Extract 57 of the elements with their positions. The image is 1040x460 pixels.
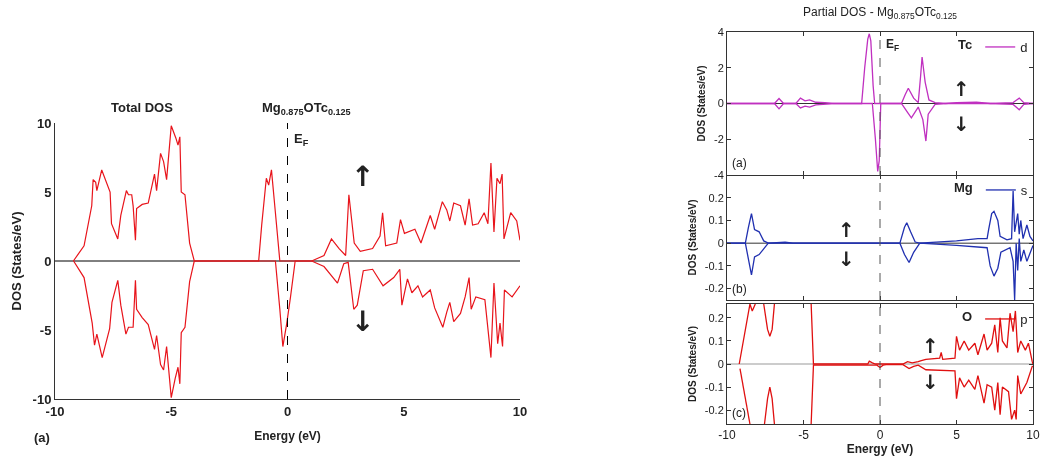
annotation: ↑ (953, 77, 970, 101)
y-tick-label: 0.1 (708, 334, 724, 347)
y-axis-title: DOS (States/eV) (686, 325, 698, 403)
y-tick-label: 0 (44, 253, 52, 269)
annotation: (b) (732, 282, 747, 296)
annotation: ↓ (953, 112, 970, 136)
y-tick-label: 0.2 (708, 191, 724, 204)
legend-title: Tc (958, 36, 973, 52)
annotation: ↑ (351, 160, 375, 193)
y-axis-title: DOS (States/eV) (8, 211, 24, 311)
chart-subtitle: Mg$_{0.875}$OTc$_{0.125}$ (262, 100, 351, 117)
y-tick-label: 0 (717, 97, 724, 110)
x-tick-label: 0 (283, 403, 292, 419)
x-tick-label: -5 (798, 428, 810, 443)
legend-label: d (1020, 40, 1028, 56)
chart-title: Total DOS (110, 100, 174, 116)
y-tick-label: -0.1 (704, 380, 724, 393)
legend-title: O (962, 308, 973, 324)
x-tick-label: 0 (876, 428, 884, 443)
y-tick-label: 0.1 (708, 214, 724, 227)
x-axis-title: Energy (eV) (846, 442, 914, 457)
annotation: ↑ (838, 218, 855, 242)
annotation: (c) (732, 406, 746, 420)
y-tick-label: -10 (32, 391, 52, 407)
y-tick-label: 5 (44, 184, 52, 200)
y-tick-label: -5 (39, 322, 52, 338)
annotation: (a) (732, 156, 747, 170)
text: (a) (34, 430, 50, 445)
y-tick-label: 0 (717, 237, 724, 250)
legend-label: s (1020, 183, 1028, 199)
y-tick-label: -4 (714, 168, 724, 181)
ref-line-label: E$_{F}$ (294, 131, 309, 148)
legend-label: p (1020, 312, 1028, 328)
annotation: ↑ (922, 334, 939, 358)
x-tick-label: -5 (165, 403, 178, 419)
x-tick-label: 10 (512, 403, 528, 419)
chart-title: Partial DOS - Mg$_{0.875}$OTc$_{0.125}$ (803, 5, 958, 21)
y-axis-title: DOS (States/eV) (686, 199, 698, 276)
annotation: ↓ (922, 370, 939, 394)
x-tick-label: 5 (953, 428, 961, 443)
legend-title: Mg (954, 179, 973, 195)
y-axis-title: DOS (States/eV) (696, 65, 708, 142)
y-tick-label: 10 (36, 115, 52, 131)
y-tick-label: 0 (717, 357, 724, 370)
x-axis-title: Energy (eV) (254, 429, 321, 444)
y-tick-label: -0.2 (704, 404, 724, 416)
y-tick-label: 0.2 (708, 311, 724, 324)
y-tick-label: 4 (717, 25, 724, 38)
ref-line-label: E$_{F}$ (886, 37, 900, 53)
y-tick-label: -0.1 (704, 259, 724, 272)
annotation: ↓ (351, 305, 375, 338)
x-tick-label: 10 (1026, 428, 1040, 443)
x-tick-label: 5 (400, 403, 408, 419)
y-tick-label: -0.2 (704, 282, 724, 295)
annotation: ↓ (838, 247, 855, 271)
y-tick-label: -2 (714, 133, 724, 146)
y-tick-label: 2 (717, 61, 724, 74)
